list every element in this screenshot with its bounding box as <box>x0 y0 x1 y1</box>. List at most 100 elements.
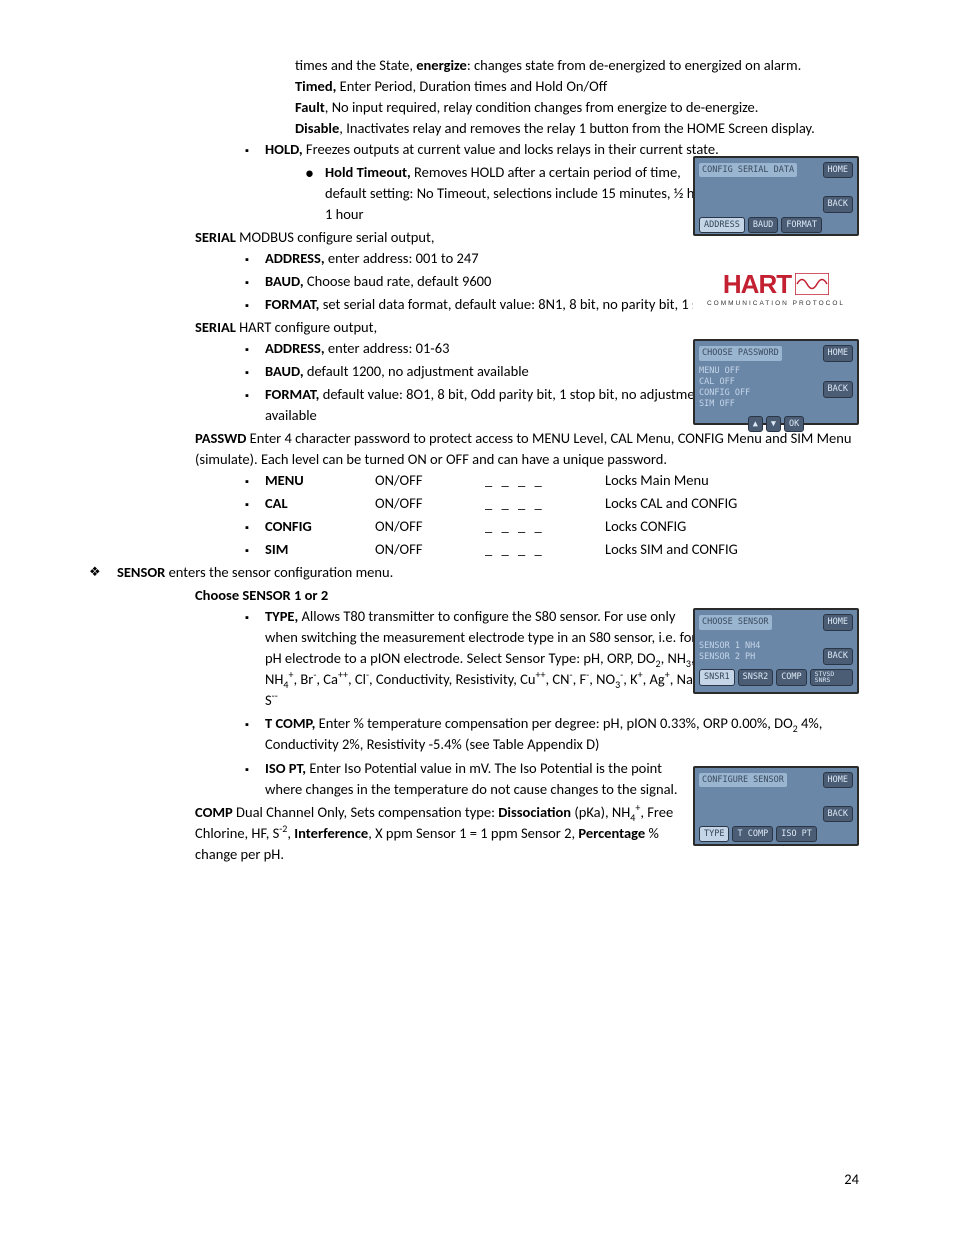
pwd-blank: _ _ _ _ <box>485 493 605 514</box>
pwd-name: SIM <box>265 539 375 560</box>
stvsd-button: STVSD SNRS <box>810 669 853 686</box>
home-button: HOME <box>823 772 853 788</box>
pwd-blank: _ _ _ _ <box>485 516 605 537</box>
back-button: BACK <box>823 648 853 664</box>
text: Enter 4 character password to protect ac… <box>195 429 851 468</box>
text: TYPE, <box>265 607 298 625</box>
type-button: TYPE <box>699 826 729 842</box>
home-button: HOME <box>823 614 853 630</box>
text: Choose SENSOR 1 or 2 <box>195 586 328 604</box>
intro-block: times and the State, energize: changes s… <box>295 55 859 139</box>
isopt-button: ISO PT <box>776 826 817 842</box>
text: BAUD, <box>265 362 304 380</box>
pwd-onoff: ON/OFF <box>375 539 485 560</box>
home-button: HOME <box>823 162 853 178</box>
text: Hold Timeout, <box>325 163 411 181</box>
configure-sensor-screenshot: CONFIGURE SENSOR HOME BACK TYPE T COMP I… <box>693 766 859 846</box>
passwd-row: CAL ON/OFF _ _ _ _ Locks CAL and CONFIG <box>265 493 859 514</box>
text: default 1200, no adjustment available <box>304 362 529 380</box>
serial-modbus-heading: SERIAL MODBUS configure serial output, <box>195 227 859 248</box>
text: Enter Iso Potential value in mV. The Iso… <box>265 759 678 798</box>
text: , No input required, relay condition cha… <box>325 98 759 116</box>
serial-hart-heading: SERIAL HART configure output, <box>195 317 859 338</box>
back-button: BACK <box>823 381 853 397</box>
screen-title: CONFIGURE SENSOR <box>699 773 787 787</box>
text: : changes state from de-energized to ene… <box>467 56 801 74</box>
pwd-blank: _ _ _ _ <box>485 470 605 491</box>
up-icon: ▲ <box>748 416 763 432</box>
text: T COMP, <box>265 714 315 732</box>
text: FORMAT, <box>265 295 319 313</box>
text: default value: 8O1, 8 bit, Odd parity bi… <box>265 385 707 424</box>
pwd-desc: Locks CAL and CONFIG <box>605 493 859 514</box>
hart-brand: HART <box>723 271 791 297</box>
hart-sub: COMMUNICATION PROTOCOL <box>707 299 845 308</box>
text: HART configure output, <box>236 318 377 336</box>
passwd-table: MENU ON/OFF _ _ _ _ Locks Main Menu CAL … <box>265 470 859 560</box>
page-number: 24 <box>844 1169 859 1190</box>
comp-button: COMP <box>776 669 806 686</box>
text: FORMAT, <box>265 385 319 403</box>
tcomp-item: T COMP, Enter % temperature compensation… <box>265 713 859 755</box>
back-button: BACK <box>823 196 853 212</box>
text: set serial data format, default value: 8… <box>319 295 736 313</box>
passwd-row: CONFIG ON/OFF _ _ _ _ Locks CONFIG <box>265 516 859 537</box>
text: Allows T80 transmitter to configure the … <box>265 607 707 667</box>
text: ADDRESS, <box>265 249 325 267</box>
text: SENSOR <box>117 563 165 581</box>
text: enter address: 001 to 247 <box>325 249 479 267</box>
text: Enter Period, Duration times and Hold On… <box>336 77 607 95</box>
text: Freezes outputs at current value and loc… <box>303 140 719 158</box>
choose-sensor: Choose SENSOR 1 or 2 <box>195 585 859 606</box>
text: HOLD, <box>265 140 303 158</box>
pwd-desc: Locks CONFIG <box>605 516 859 537</box>
text: ADDRESS, <box>265 339 325 357</box>
pwd-blank: _ _ _ _ <box>485 539 605 560</box>
screen-title: CHOOSE PASSWORD <box>699 346 782 360</box>
text: enters the sensor configuration menu. <box>165 563 393 581</box>
config-serial-screenshot: CONFIG SERIAL DATA HOME BACK ADDRESS BAU… <box>693 156 859 236</box>
text: , Inactivates relay and removes the rela… <box>339 119 815 137</box>
text: energize <box>416 56 467 74</box>
back-button: BACK <box>823 806 853 822</box>
passwd-row: SIM ON/OFF _ _ _ _ Locks SIM and CONFIG <box>265 539 859 560</box>
pwd-name: MENU <box>265 470 375 491</box>
pwd-name: CAL <box>265 493 375 514</box>
text: Enter % temperature compensation per deg… <box>315 714 792 732</box>
hart-wave-icon <box>795 273 829 295</box>
snsr2-button: SNSR2 <box>738 669 774 686</box>
hart-logo: HART COMMUNICATION PROTOCOL <box>693 263 859 317</box>
text: enter address: 01-63 <box>325 339 450 357</box>
text: times and the State, <box>295 56 416 74</box>
choose-sensor-screenshot: CHOOSE SENSOR HOME SENSOR 1 NH4 SENSOR 2… <box>693 608 859 694</box>
text: MODBUS configure serial output, <box>236 228 435 246</box>
type-item: TYPE, Allows T80 transmitter to configur… <box>265 606 710 711</box>
text: ISO PT, <box>265 759 306 777</box>
sensor-heading: SENSOR enters the sensor configuration m… <box>117 562 859 583</box>
tcomp-button: T COMP <box>732 826 773 842</box>
passwd-row: MENU ON/OFF _ _ _ _ Locks Main Menu <box>265 470 859 491</box>
pwd-desc: Locks SIM and CONFIG <box>605 539 859 560</box>
text: PASSWD <box>195 429 246 447</box>
ok-button: OK <box>784 416 804 432</box>
text: Choose baud rate, default 9600 <box>304 272 492 290</box>
text: Timed, <box>295 77 336 95</box>
isopt-item: ISO PT, Enter Iso Potential value in mV.… <box>265 758 695 800</box>
snsr1-button: SNSR1 <box>699 669 735 686</box>
passwd-screenshot: CHOOSE PASSWORD HOME MENU OFF CAL OFF CO… <box>693 339 859 425</box>
text: BAUD, <box>265 272 304 290</box>
hold-timeout-item: Hold Timeout, Removes HOLD after a certa… <box>325 162 720 225</box>
screen-title: CHOOSE SENSOR <box>699 615 772 629</box>
text: Fault <box>295 98 325 116</box>
pwd-onoff: ON/OFF <box>375 493 485 514</box>
home-button: HOME <box>823 345 853 361</box>
comp-block: COMP Dual Channel Only, Sets compensatio… <box>195 802 690 865</box>
hart-format-item: FORMAT, default value: 8O1, 8 bit, Odd p… <box>265 384 755 426</box>
pwd-onoff: ON/OFF <box>375 516 485 537</box>
text: COMP <box>195 803 233 821</box>
down-icon: ▼ <box>766 416 781 432</box>
text: SERIAL <box>195 318 236 336</box>
pwd-name: CONFIG <box>265 516 375 537</box>
text: Disable <box>295 119 339 137</box>
pwd-desc: Locks Main Menu <box>605 470 859 491</box>
